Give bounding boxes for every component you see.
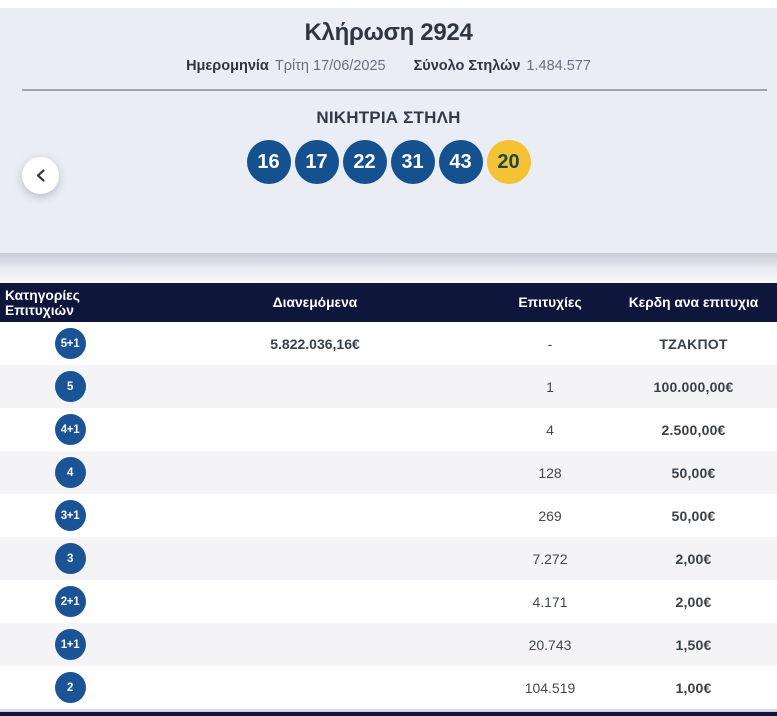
table-row: 3 7.272 2,00€: [0, 537, 777, 580]
draw-header-section: Κλήρωση 2924 Ημερομηνία Τρίτη 17/06/2025…: [0, 8, 777, 253]
prize-cell: 2.500,00€: [661, 421, 726, 438]
top-strip: [0, 0, 777, 8]
category-badge: 3+1: [54, 500, 86, 531]
category-cell: 4: [0, 457, 140, 488]
results-table-body: 5+1 5.822.036,16€ - ΤΖΑΚΠΟΤ 5 1 100.000,00€ 4+1…: [0, 322, 777, 709]
winning-number: 17: [294, 140, 339, 184]
winning-number: 22: [342, 140, 387, 184]
date-value: Τρίτη 17/06/2025: [274, 58, 386, 74]
draw-title: Κλήρωση 2924: [304, 19, 473, 46]
prize-cell: 100.000,00€: [653, 378, 734, 395]
table-row: 3+1 269 50,00€: [0, 494, 777, 537]
prize-cell: ΤΖΑΚΠΟΤ: [659, 335, 728, 352]
winning-number: 31: [390, 140, 435, 184]
bottom-strip: [0, 709, 777, 712]
winners-cell: 7.272: [532, 550, 568, 567]
category-badge: 4+1: [54, 414, 86, 445]
category-cell: 4+1: [0, 414, 140, 445]
category-badge: 1+1: [54, 629, 86, 660]
total-columns-value: 1.484.577: [526, 58, 591, 74]
category-cell: 2: [0, 672, 140, 703]
winners-cell: 20.743: [528, 636, 572, 653]
category-cell: 1+1: [0, 629, 140, 660]
winning-numbers-row: 16 17 22 31 43 20: [0, 140, 777, 184]
category-cell: 5+1: [0, 328, 140, 359]
category-badge: 2: [54, 672, 86, 703]
bonus-number: 20: [486, 140, 531, 184]
winning-column-title: ΝΙΚΗΤΡΙΑ ΣΤΗΛΗ: [316, 108, 461, 127]
table-row: 4 128 50,00€: [0, 451, 777, 494]
prize-cell: 50,00€: [671, 464, 716, 481]
prize-cell: 2,00€: [675, 550, 712, 567]
category-badge: 3: [54, 543, 86, 574]
header-category: Κατηγορίες Επιτυχιών: [5, 287, 80, 318]
header-distributed: Διανεμόμενα: [272, 295, 358, 310]
prize-cell: 2,00€: [675, 593, 712, 610]
date-label: Ημερομηνία: [186, 58, 269, 74]
table-row: 5+1 5.822.036,16€ - ΤΖΑΚΠΟΤ: [0, 322, 777, 365]
table-row: 2 104.519 1,00€: [0, 666, 777, 709]
draw-meta: Ημερομηνία Τρίτη 17/06/2025 Σύνολο Στηλώ…: [0, 58, 777, 74]
distributed-cell: 5.822.036,16€: [270, 335, 360, 352]
category-badge: 2+1: [54, 586, 86, 617]
table-row: 4+1 4 2.500,00€: [0, 408, 777, 451]
table-row: 5 1 100.000,00€: [0, 365, 777, 408]
results-table: Κατηγορίες Επιτυχιών Διανεμόμενα Επιτυχί…: [0, 283, 777, 709]
results-table-header: Κατηγορίες Επιτυχιών Διανεμόμενα Επιτυχί…: [0, 283, 777, 322]
category-cell: 3: [0, 543, 140, 574]
category-badge: 5+1: [54, 328, 86, 359]
winning-number: 16: [246, 140, 291, 184]
section-gap: [0, 253, 777, 283]
winners-cell: 4.171: [532, 593, 568, 610]
category-cell: 5: [0, 371, 140, 402]
category-badge: 5: [54, 371, 86, 402]
winners-cell: 104.519: [524, 679, 576, 696]
winners-cell: 1: [546, 378, 554, 395]
total-columns-label: Σύνολο Στηλών: [413, 58, 521, 74]
winners-cell: 128: [538, 464, 562, 481]
header-prize: Κερδη ανα επιτυχια: [628, 295, 759, 310]
prize-cell: 1,50€: [675, 636, 712, 653]
section-divider: [22, 89, 767, 91]
winners-cell: 4: [546, 421, 554, 438]
winning-number: 43: [438, 140, 483, 184]
category-cell: 2+1: [0, 586, 140, 617]
winners-cell: 269: [538, 507, 562, 524]
carousel-prev-button[interactable]: [22, 157, 59, 194]
table-row: 2+1 4.171 2,00€: [0, 580, 777, 623]
header-winners: Επιτυχίες: [518, 295, 582, 310]
winners-cell: -: [547, 335, 553, 352]
category-cell: 3+1: [0, 500, 140, 531]
category-badge: 4: [54, 457, 86, 488]
next-section-edge: [0, 712, 777, 716]
prize-cell: 50,00€: [671, 507, 716, 524]
prize-cell: 1,00€: [675, 679, 712, 696]
chevron-left-icon: [35, 168, 46, 183]
table-row: 1+1 20.743 1,50€: [0, 623, 777, 666]
